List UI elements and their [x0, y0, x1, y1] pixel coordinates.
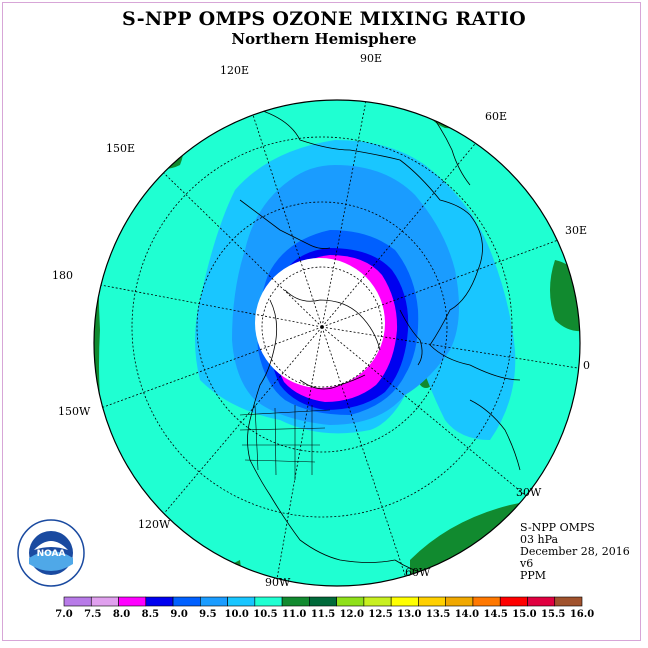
latitude-circles: [131, 136, 513, 518]
label-0: 0: [583, 359, 590, 372]
label-150w: 150W: [58, 405, 91, 418]
state-boundaries: [239, 404, 331, 480]
label-150e: 150E: [106, 142, 136, 155]
label-120w: 120W: [138, 518, 171, 531]
label-180: 180: [52, 269, 73, 282]
polar-night: [255, 258, 385, 388]
info-block: S-NPP OMPS 03 hPa December 28, 2016 v6 P…: [520, 522, 630, 582]
meridians: [94, 100, 580, 586]
label-120e: 120E: [220, 64, 250, 77]
label-30w: 30W: [516, 486, 542, 499]
noaa-logo-text: NOAA: [37, 549, 66, 559]
label-90e: 90E: [360, 52, 383, 65]
field-green-east: [550, 260, 580, 332]
info-level: 03 hPa: [520, 533, 559, 546]
label-30e: 30E: [565, 224, 588, 237]
map-subtitle: Northern Hemisphere: [231, 30, 417, 48]
figure-border: [2, 2, 641, 641]
label-90w: 90W: [265, 576, 291, 589]
noaa-logo: NOAA: [17, 519, 85, 587]
map-title: S-NPP OMPS OZONE MIXING RATIO: [121, 8, 527, 30]
info-units: PPM: [520, 569, 547, 582]
map-outline: [93, 99, 581, 587]
info-date: December 28, 2016: [520, 545, 630, 558]
label-60w: 60W: [405, 566, 431, 579]
info-version: v6: [520, 557, 534, 570]
label-60e: 60E: [485, 110, 508, 123]
info-instrument: S-NPP OMPS: [520, 521, 595, 534]
